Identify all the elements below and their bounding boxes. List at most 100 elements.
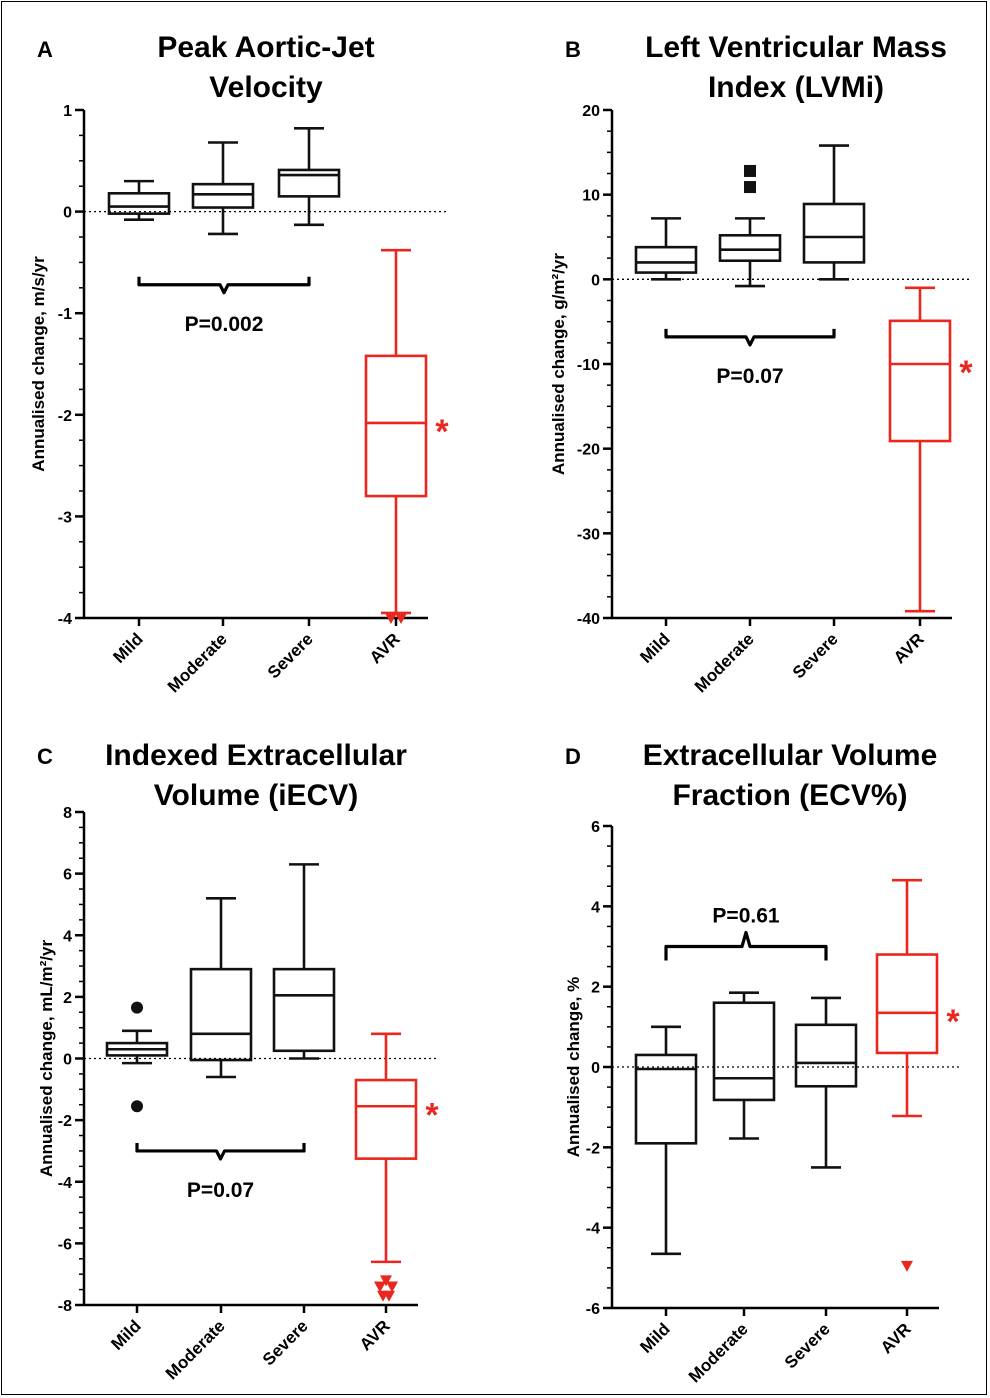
panel-label: A bbox=[37, 37, 53, 62]
x-category-label: Moderate bbox=[162, 1316, 229, 1383]
box-iqr bbox=[272, 967, 336, 1053]
y-tick-label: 1 bbox=[63, 103, 72, 120]
y-tick-label: 4 bbox=[591, 899, 600, 916]
y-tick-label: -30 bbox=[577, 526, 600, 543]
y-tick-label: -4 bbox=[58, 611, 72, 628]
y-tick-label: -4 bbox=[586, 1221, 600, 1238]
outlier-triangle bbox=[901, 1260, 913, 1272]
outlier-square bbox=[744, 181, 756, 194]
x-category-label: Moderate bbox=[685, 1319, 752, 1386]
panel-title-line: Extracellular Volume bbox=[643, 739, 938, 772]
outlier-triangle bbox=[380, 1275, 392, 1287]
box-iqr bbox=[107, 192, 171, 215]
box-iqr bbox=[189, 967, 253, 1062]
comparison-bracket bbox=[137, 276, 311, 295]
significance-asterisk: * bbox=[959, 354, 973, 392]
panel-title-line: Index (LVMi) bbox=[708, 71, 884, 104]
p-value-label: P=0.002 bbox=[185, 313, 264, 336]
y-tick-label: 0 bbox=[591, 1060, 600, 1077]
y-axis-label: Annualised change, m/s/yr bbox=[29, 256, 48, 472]
y-tick-label: -1 bbox=[58, 306, 72, 323]
significance-asterisk: * bbox=[946, 1003, 960, 1041]
y-axis-label: Annualised change, % bbox=[564, 977, 583, 1157]
x-category-label: AVR bbox=[356, 1316, 394, 1354]
y-tick-label: 6 bbox=[63, 867, 72, 884]
comparison-bracket bbox=[664, 930, 828, 961]
comparison-bracket bbox=[664, 328, 836, 347]
x-category-label: Mild bbox=[636, 629, 673, 666]
box-iqr bbox=[277, 168, 341, 198]
y-tick-label: 20 bbox=[582, 103, 600, 120]
box-iqr bbox=[802, 202, 866, 264]
outlier-circle bbox=[131, 1100, 143, 1113]
panel-title-line: Left Ventricular Mass bbox=[645, 31, 947, 64]
p-value-label: P=0.07 bbox=[716, 365, 783, 388]
x-category-label: Mild bbox=[109, 629, 146, 666]
y-tick-label: 0 bbox=[63, 1052, 72, 1069]
outlier-circle bbox=[131, 1001, 143, 1014]
x-category-label: AVR bbox=[366, 629, 404, 667]
y-tick-label: -2 bbox=[58, 1113, 72, 1130]
significance-asterisk: * bbox=[435, 413, 449, 451]
box-iqr bbox=[191, 182, 255, 209]
x-category-label: Mild bbox=[107, 1316, 144, 1353]
panel-title-line: Peak Aortic-Jet bbox=[157, 31, 374, 64]
y-tick-label: -2 bbox=[586, 1140, 600, 1157]
y-tick-label: 2 bbox=[63, 990, 72, 1007]
x-category-label: Moderate bbox=[164, 629, 231, 696]
x-category-label: Severe bbox=[259, 1316, 312, 1369]
x-category-label: Severe bbox=[789, 629, 842, 682]
outlier-triangle bbox=[374, 1281, 386, 1293]
outlier-square bbox=[744, 164, 756, 177]
panel-label: C bbox=[37, 744, 53, 769]
box-iqr bbox=[634, 1053, 698, 1145]
panel-label: D bbox=[565, 744, 581, 769]
y-axis-label: Annualised change, g/m²/yr bbox=[549, 253, 568, 475]
x-category-label: AVR bbox=[877, 1319, 915, 1357]
x-category-label: Severe bbox=[781, 1319, 834, 1372]
outlier-triangle bbox=[383, 1290, 395, 1302]
box-iqr bbox=[718, 234, 782, 263]
x-category-label: Severe bbox=[264, 629, 317, 682]
x-category-label: AVR bbox=[890, 629, 928, 667]
y-tick-label: 2 bbox=[591, 980, 600, 997]
p-value-label: P=0.07 bbox=[187, 1179, 254, 1202]
box-iqr bbox=[875, 953, 939, 1055]
y-tick-label: 6 bbox=[591, 819, 600, 836]
box-iqr bbox=[888, 319, 952, 443]
y-tick-label: -3 bbox=[58, 509, 72, 526]
box-iqr bbox=[712, 1001, 776, 1102]
outlier-triangle bbox=[395, 613, 407, 624]
p-value-label: P=0.61 bbox=[712, 905, 779, 928]
y-axis-label: Annualised change, mL/m²/yr bbox=[37, 940, 56, 1177]
panel-title-line: Velocity bbox=[209, 71, 323, 104]
box-iqr bbox=[364, 354, 428, 498]
box-iqr bbox=[794, 1023, 858, 1088]
x-category-label: Mild bbox=[636, 1319, 673, 1356]
outlier-triangle bbox=[385, 613, 397, 624]
y-tick-label: 0 bbox=[63, 205, 72, 222]
panel-label: B bbox=[565, 37, 581, 62]
y-tick-label: -20 bbox=[577, 442, 600, 459]
box-iqr bbox=[634, 245, 698, 274]
y-tick-label: 4 bbox=[63, 928, 72, 945]
y-tick-label: 10 bbox=[582, 188, 600, 205]
box-iqr bbox=[354, 1078, 418, 1160]
y-tick-label: -10 bbox=[577, 357, 600, 374]
panel-title-line: Volume (iECV) bbox=[154, 779, 358, 812]
x-category-label: Moderate bbox=[691, 629, 758, 696]
significance-asterisk: * bbox=[425, 1096, 439, 1134]
y-tick-label: 0 bbox=[591, 272, 600, 289]
panel-title-line: Indexed Extracellular bbox=[105, 739, 407, 772]
y-tick-label: -6 bbox=[58, 1236, 72, 1253]
panel-title-line: Fraction (ECV%) bbox=[672, 779, 907, 812]
comparison-bracket bbox=[135, 1142, 306, 1161]
y-tick-label: -40 bbox=[577, 611, 600, 628]
outlier-triangle bbox=[386, 1281, 398, 1293]
y-tick-label: -6 bbox=[586, 1301, 600, 1318]
y-tick-label: -2 bbox=[58, 408, 72, 425]
y-tick-label: -4 bbox=[58, 1175, 72, 1192]
y-tick-label: 8 bbox=[63, 805, 72, 822]
